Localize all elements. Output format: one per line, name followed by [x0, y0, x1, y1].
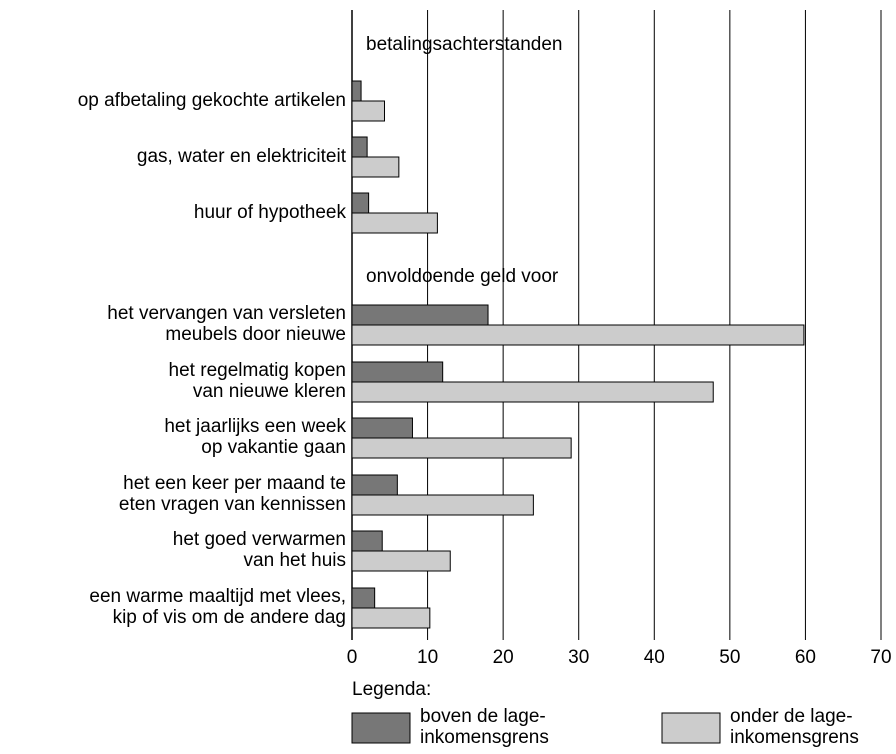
y-tick-label: huur of hypotheek: [193, 201, 346, 223]
y-tick-label: het jaarlijks een week op vakantie gaan: [164, 416, 346, 458]
legend-swatch: [661, 712, 721, 744]
bar: [351, 80, 362, 102]
x-tick-label: 50: [719, 647, 740, 668]
y-tick-label: op afbetaling gekochte artikelen: [77, 89, 346, 111]
x-tick-label: 20: [493, 647, 514, 668]
bar: [351, 494, 534, 516]
bar: [351, 136, 368, 158]
x-tick-label: 10: [417, 647, 438, 668]
bar: [351, 437, 572, 459]
section-header: onvoldoende geld voor: [366, 266, 559, 287]
legend-swatch: [351, 712, 411, 744]
bar: [351, 324, 805, 346]
legend-label: onder de lage- inkomensgrens: [730, 706, 859, 748]
bar: [351, 212, 438, 234]
legend-label: boven de lage- inkomensgrens: [420, 706, 549, 748]
y-tick-label: het vervangen van versleten meubels door…: [107, 303, 346, 345]
bar: [351, 607, 431, 629]
bar: [351, 156, 400, 178]
bar: [351, 100, 385, 122]
y-tick-label: het een keer per maand te eten vragen va…: [118, 473, 346, 515]
bar: [351, 417, 413, 439]
bar: [351, 192, 370, 214]
x-tick-label: 40: [644, 647, 665, 668]
bar: [351, 530, 383, 552]
y-tick-label: het regelmatig kopen van nieuwe kleren: [168, 360, 346, 402]
section-header: betalingsachterstanden: [366, 34, 562, 55]
y-tick-label: gas, water en elektriciteit: [136, 145, 346, 167]
x-tick-label: 30: [568, 647, 589, 668]
y-tick-label: het goed verwarmen van het huis: [172, 529, 346, 571]
x-tick-label: 60: [795, 647, 816, 668]
x-tick-label: 0: [347, 647, 358, 668]
bar: [351, 361, 444, 383]
bar: [351, 304, 489, 326]
y-tick-label: een warme maaltijd met vlees, kip of vis…: [89, 586, 346, 628]
bar: [351, 587, 376, 609]
bar: [351, 381, 714, 403]
legend-title: Legenda:: [352, 679, 432, 700]
bar: [351, 474, 398, 496]
bar: [351, 550, 451, 572]
x-tick-label: 70: [870, 647, 891, 668]
